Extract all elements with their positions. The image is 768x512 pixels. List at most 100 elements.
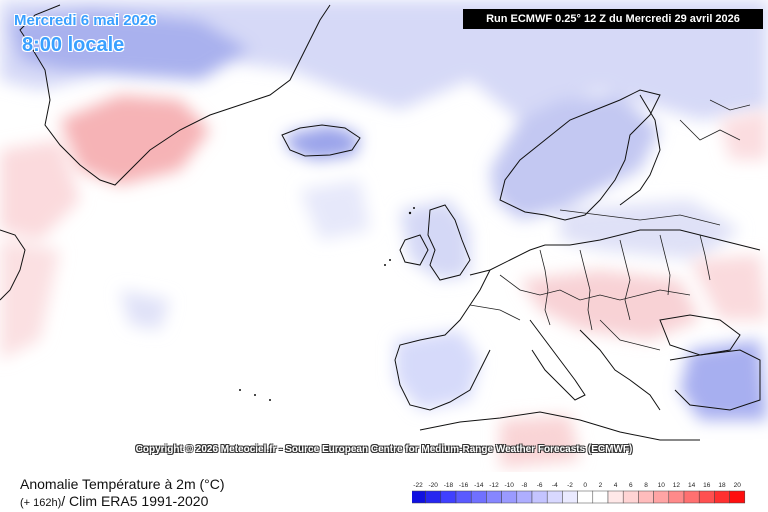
cold-zone-iberia xyxy=(395,330,480,410)
border-7 xyxy=(559,209,721,226)
warm-zone-central-europe xyxy=(520,270,700,340)
legend-tick-label: 20 xyxy=(734,482,742,489)
border-3 xyxy=(579,249,593,331)
legend-tick-label: 0 xyxy=(583,482,587,489)
forecast-time: 8:00 locale xyxy=(22,34,125,56)
legend-tick-label: -12 xyxy=(489,482,499,489)
lead-time: (+ 162h) xyxy=(20,497,62,509)
france-iberia-coast xyxy=(394,269,491,411)
border-10 xyxy=(679,119,741,141)
legend-swatch xyxy=(562,490,578,504)
legend-tick-label: -10 xyxy=(504,482,514,489)
run-info-banner: Run ECMWF 0.25° 12 Z du Mercredi 29 avri… xyxy=(463,9,763,29)
legend-tick-label: 4 xyxy=(614,482,618,489)
legend-tick-label: 14 xyxy=(688,482,696,489)
legend-swatch xyxy=(412,490,426,504)
cold-zone-uk xyxy=(400,200,470,280)
border-11 xyxy=(709,99,751,111)
north-africa-coast xyxy=(419,411,700,441)
legend-swatch xyxy=(653,490,670,504)
scandinavia-coast xyxy=(499,89,661,221)
turkey-coast xyxy=(669,349,761,411)
border-1 xyxy=(499,274,691,301)
labrador-coast xyxy=(0,229,26,301)
cold-zone-atlantic-2 xyxy=(300,180,370,240)
europe-mainland-coast xyxy=(469,229,761,276)
greenland-coast-west xyxy=(19,4,61,46)
legend-swatch xyxy=(531,490,548,504)
color-scale-legend: -22 -20 -18 -16 -14 -12 -10 -8 -6 -4 -2 0 2 4 6 8 10 12 14… xyxy=(412,482,746,504)
legend-swatch xyxy=(455,490,472,504)
legend-swatch xyxy=(501,490,518,504)
finland-border xyxy=(619,94,661,206)
footer-bar: Anomalie Température à 2m (°C) (+ 162h)/… xyxy=(0,472,768,512)
anomaly-field xyxy=(0,0,768,420)
legend-tick-label: 2 xyxy=(599,482,603,489)
legend-tick-label: -8 xyxy=(522,482,528,489)
legend-tick-label: 6 xyxy=(629,482,633,489)
cold-zone-greenland-north xyxy=(10,10,250,80)
border-5 xyxy=(659,234,671,296)
legend-swatch xyxy=(729,490,746,504)
legend-tick-label: -16 xyxy=(459,482,469,489)
coastlines xyxy=(0,4,761,441)
black-sea-coast xyxy=(659,314,741,356)
legend-swatch xyxy=(638,490,654,504)
warm-zone-labrador xyxy=(0,140,80,240)
legend-swatch xyxy=(698,490,715,504)
greenland-coast xyxy=(29,4,331,186)
border-2 xyxy=(539,249,551,326)
legend-swatch xyxy=(516,490,533,504)
warm-zone-north-africa xyxy=(500,415,580,468)
borders xyxy=(469,99,751,351)
legend-swatch xyxy=(714,490,730,504)
legend-swatch xyxy=(622,490,639,504)
anomaly-map xyxy=(0,0,768,468)
balkans-coast xyxy=(579,329,661,411)
small-islands xyxy=(239,207,415,401)
warm-field xyxy=(0,95,768,468)
border-6 xyxy=(699,234,711,281)
legend-tick-label: -6 xyxy=(537,482,543,489)
map-subtitle: (+ 162h)/ Clim ERA5 1991-2020 xyxy=(20,493,208,511)
warm-zone-east xyxy=(690,255,768,320)
legend-swatch xyxy=(607,490,624,504)
iceland-coast xyxy=(281,124,361,157)
legend-tick-label: -18 xyxy=(444,482,454,489)
legend-swatch xyxy=(470,490,487,504)
legend-tick-label: -20 xyxy=(428,482,438,489)
legend-swatch xyxy=(668,490,685,504)
legend-swatch xyxy=(486,490,502,504)
legend-swatch xyxy=(683,490,700,504)
legend-swatch xyxy=(425,490,442,504)
cold-zone-turkey xyxy=(680,340,768,420)
legend-tick-label: -4 xyxy=(552,482,558,489)
ireland-coast xyxy=(399,234,429,266)
warm-zone-caspian xyxy=(720,110,768,160)
border-8 xyxy=(469,304,521,321)
forecast-date: Mercredi 6 mai 2026 xyxy=(14,12,157,29)
map-title: Anomalie Température à 2m (°C) xyxy=(20,476,225,492)
climatology-ref: / Clim ERA5 1991-2020 xyxy=(61,493,209,509)
legend-tick-label: -2 xyxy=(567,482,573,489)
cold-zone-iceland xyxy=(285,125,360,160)
warm-zone-greenland xyxy=(60,95,210,185)
border-9 xyxy=(599,319,661,351)
cold-zone-atlantic xyxy=(120,290,170,330)
legend-tick-label: -22 xyxy=(413,482,423,489)
legend-tick-label: 18 xyxy=(718,482,726,489)
legend-swatch xyxy=(592,490,609,504)
cold-zone-scandinavia xyxy=(490,95,660,220)
legend-tick-label: 10 xyxy=(658,482,666,489)
legend-swatch xyxy=(440,490,457,504)
legend-tick-label: 8 xyxy=(644,482,648,489)
uk-coast xyxy=(427,204,471,281)
legend-tick-label: -14 xyxy=(474,482,484,489)
copyright-notice: Copyright © 2026 Meteociel.fr - Source E… xyxy=(135,444,633,455)
border-4 xyxy=(619,239,631,321)
legend-swatch xyxy=(577,490,594,504)
legend-tick-label: 12 xyxy=(673,482,681,489)
italy-coast xyxy=(529,319,586,401)
warm-zone-atlantic-west xyxy=(0,240,60,360)
